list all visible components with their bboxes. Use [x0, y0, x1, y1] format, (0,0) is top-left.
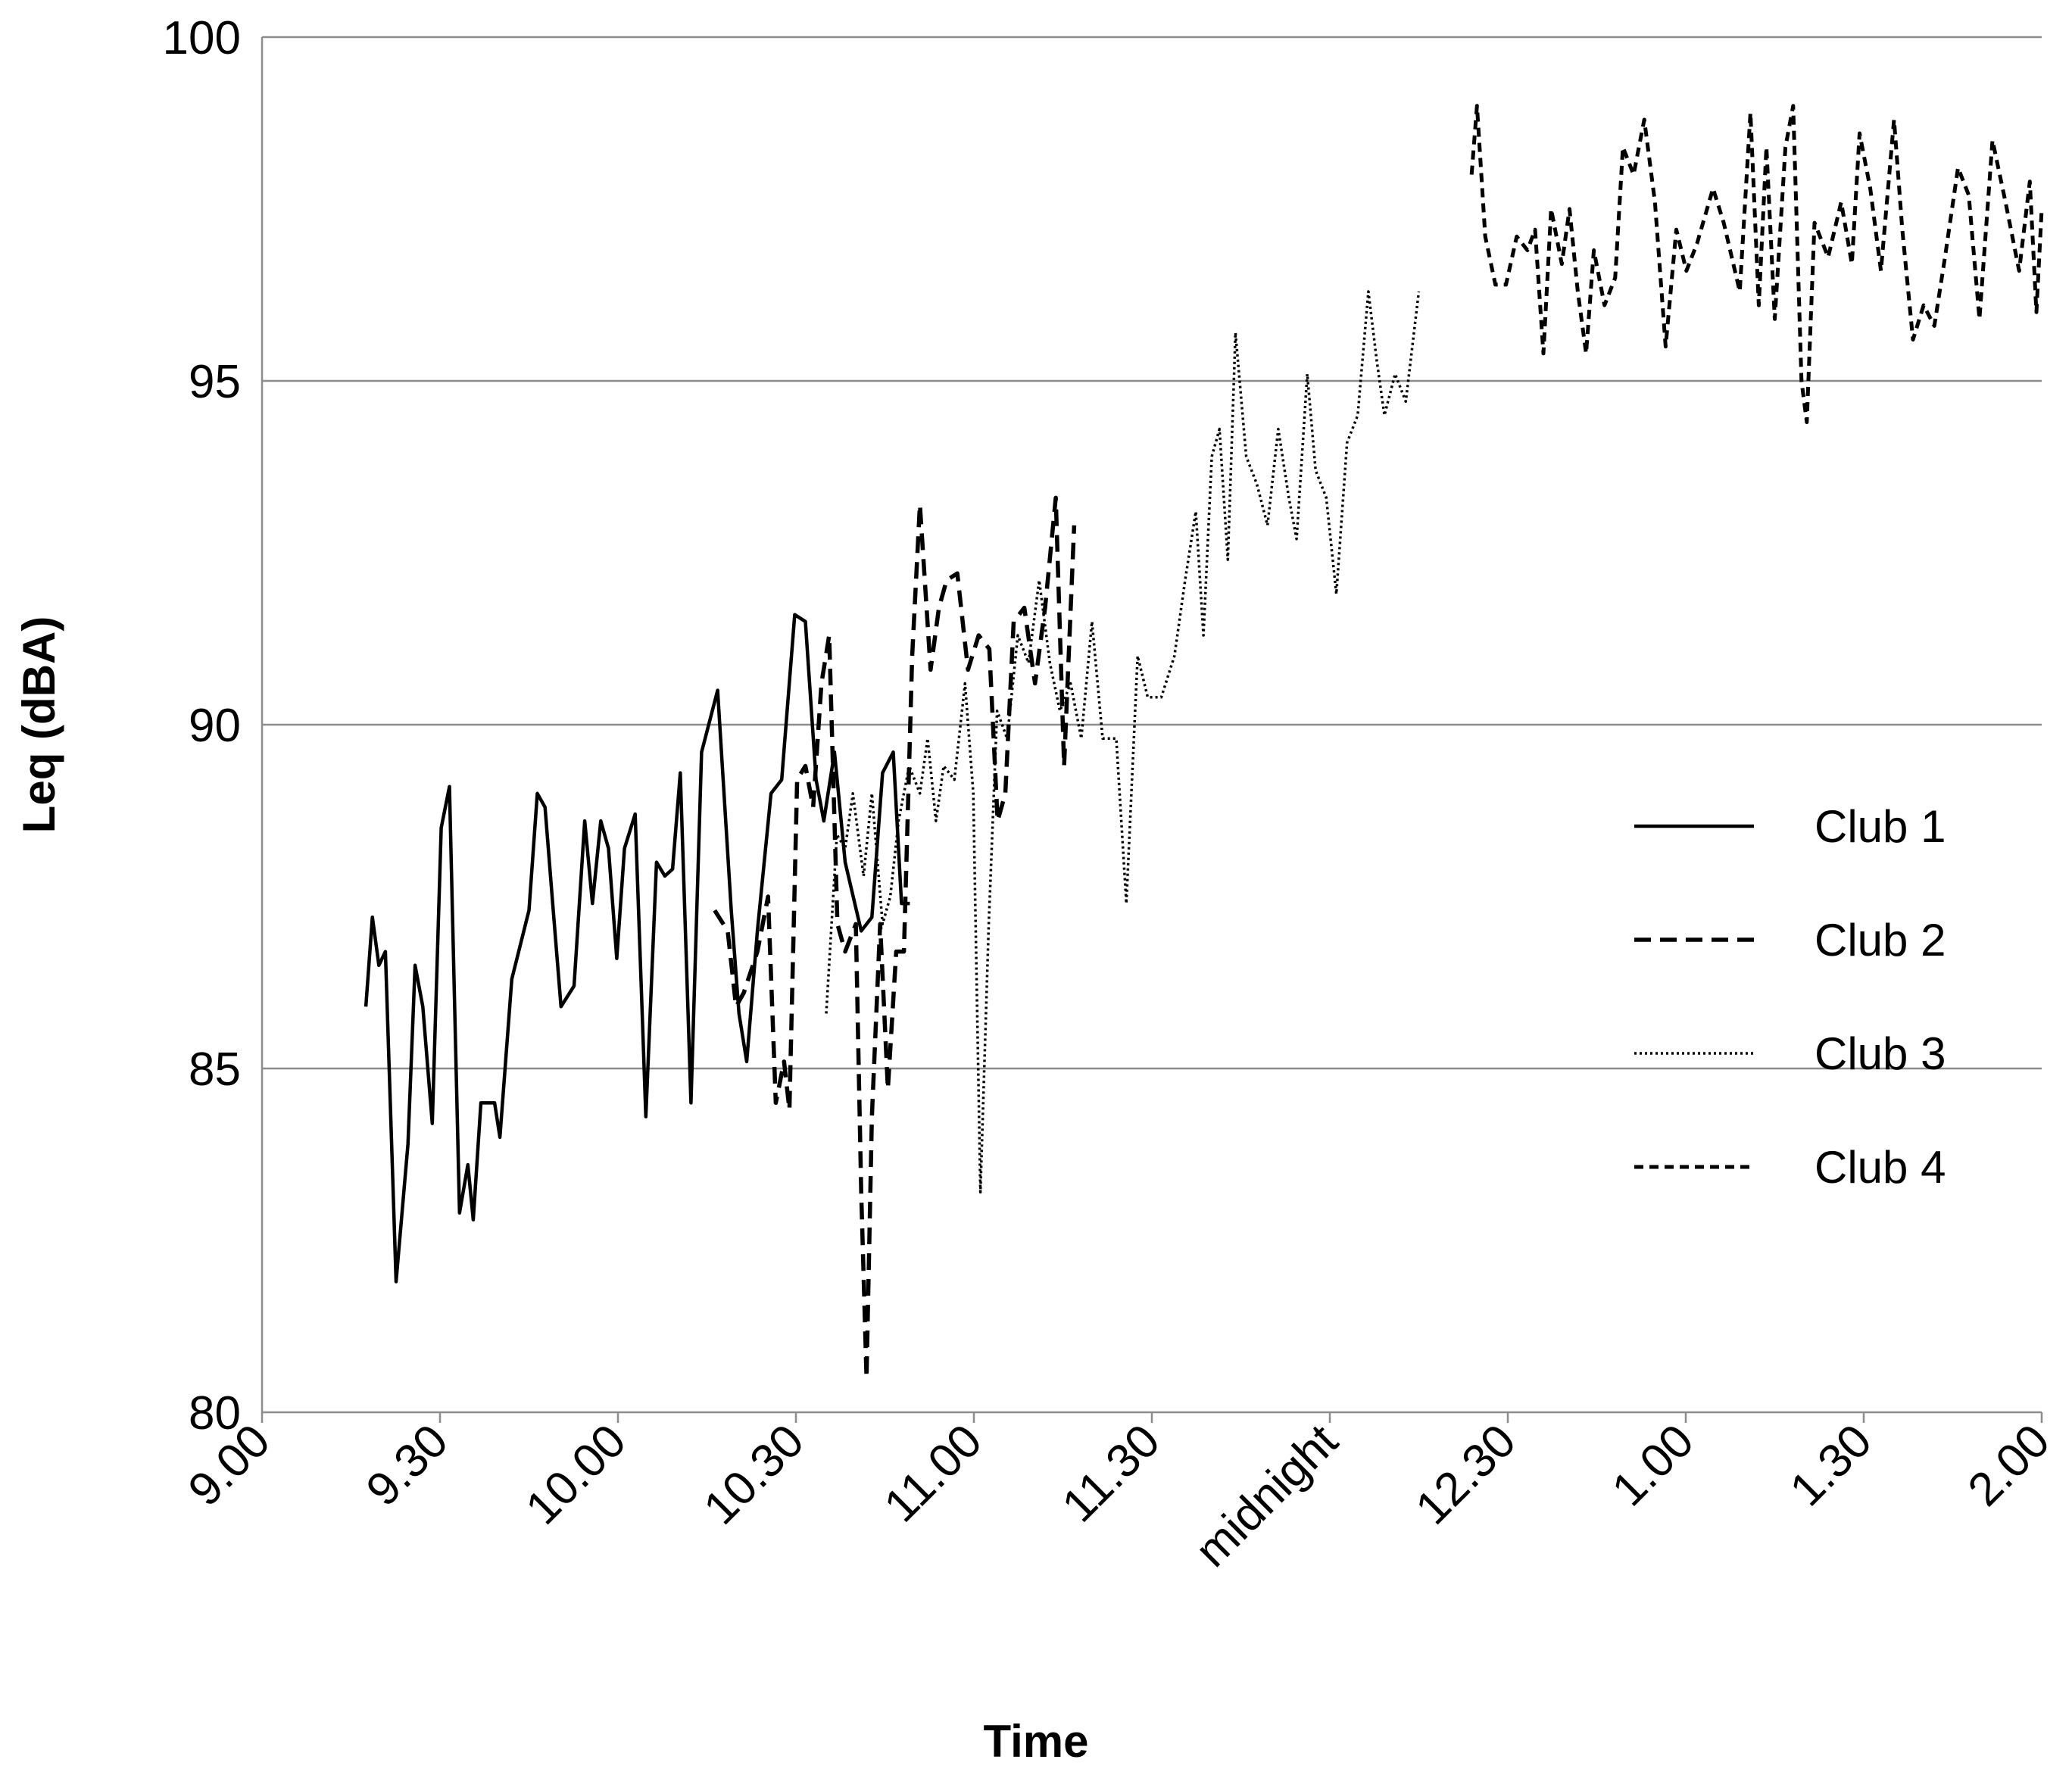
legend-label: Club 3 [1815, 1028, 1946, 1079]
series-line [713, 495, 1077, 1380]
x-tick-label: 11.00 [875, 1415, 992, 1532]
y-tick-label: 100 [163, 12, 241, 64]
legend-label: Club 1 [1815, 801, 1946, 852]
y-axis-title: Leq (dBA) [14, 616, 64, 834]
x-tick-label: 1.00 [1602, 1415, 1704, 1516]
y-tick-label: 80 [189, 1387, 241, 1440]
y-tick-label: 85 [189, 1043, 241, 1096]
series-line [825, 290, 1421, 1194]
x-tick-label: 2.00 [1958, 1415, 2060, 1516]
y-tick-label: 90 [189, 700, 241, 752]
x-tick-label: midnight [1185, 1415, 1348, 1577]
legend-label: Club 2 [1815, 915, 1946, 965]
y-tick-label: 95 [189, 356, 241, 408]
x-tick-label: 12.30 [1406, 1415, 1526, 1535]
x-tick-label: 9.30 [357, 1415, 458, 1516]
legend-label: Club 4 [1815, 1142, 1946, 1193]
x-axis-title: Time [984, 1716, 1089, 1767]
x-tick-label: 10.30 [694, 1415, 814, 1535]
x-tick-label: 11.30 [1053, 1415, 1170, 1532]
series-line [1469, 104, 2044, 424]
x-tick-label: 1.30 [1780, 1415, 1882, 1516]
series-line [364, 613, 910, 1284]
x-tick-label: 10.00 [516, 1415, 636, 1535]
